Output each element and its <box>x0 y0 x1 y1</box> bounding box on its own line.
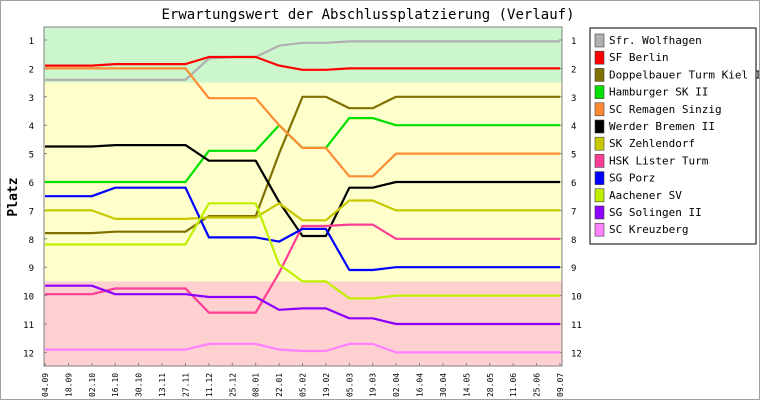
y-tick-label-left: 7 <box>29 207 34 217</box>
x-tick-label: 30.04 <box>439 373 448 397</box>
y-tick-label-right: 1 <box>571 37 576 47</box>
legend-label: SG Porz <box>609 172 655 185</box>
y-tick-label-left: 11 <box>23 321 34 331</box>
legend-swatch <box>594 154 605 168</box>
y-tick-label-right: 3 <box>571 94 576 104</box>
x-tick-label: 30.10 <box>135 373 144 397</box>
legend-swatch <box>594 188 605 203</box>
legend-swatch <box>594 119 605 134</box>
legend-label: Hamburger SK II <box>609 86 708 99</box>
legend: Sfr. Wolfhagen SF Berlin Doppelbauer Turm … <box>589 27 760 245</box>
x-tick-label: 22.01 <box>275 373 284 397</box>
y-tick-label-right: 7 <box>571 207 576 217</box>
x-tick-label: 11.12 <box>205 373 214 397</box>
series-line-hsk-lister-turm <box>45 223 560 314</box>
legend-label: SC Kreuzberg <box>609 223 688 236</box>
y-tick-label-right: 6 <box>571 179 576 189</box>
legend-label: Werder Bremen II <box>609 120 715 133</box>
y-tick-label-left: 5 <box>29 151 34 161</box>
legend-swatch <box>594 85 605 99</box>
chart-title: Erwartungswert der Abschlussplatzierung … <box>161 7 574 23</box>
series-line-sfr-wolfhagen <box>45 40 560 81</box>
y-tick-label-right: 2 <box>571 65 576 75</box>
x-tick-label: 19.03 <box>369 373 378 397</box>
legend-swatch <box>594 222 605 237</box>
y-axis-label: Platz <box>6 177 21 216</box>
series-line-sg-porz <box>45 186 560 272</box>
legend-label: Doppelbauer Turm Kiel II <box>609 68 759 81</box>
x-tick-label: 04.09 <box>41 373 50 397</box>
zone-bands <box>44 27 562 366</box>
x-tick-label: 02.10 <box>88 373 97 397</box>
series-line-aachener-sv <box>45 202 560 300</box>
x-tick-label: 28.05 <box>486 373 495 397</box>
legend-label: HSK Lister Turm <box>609 154 709 167</box>
y-tick-label-right: 10 <box>571 293 582 303</box>
series-line-werder-bremen-ii <box>45 144 560 238</box>
x-tick-label: 08.01 <box>252 373 261 397</box>
y-tick-label-right: 11 <box>571 321 582 331</box>
y-tick-label-left: 8 <box>29 236 34 246</box>
legend-label: Aachener SV <box>609 189 682 202</box>
legend-swatch <box>594 102 605 117</box>
x-tick-label: 02.04 <box>392 373 401 397</box>
series-line-sk-zehlendorf <box>45 199 560 222</box>
x-tick-label: 11.06 <box>509 373 518 397</box>
y-tick-label-left: 10 <box>23 293 34 303</box>
y-tick-label-left: 9 <box>29 264 34 274</box>
y-tick-label-right: 5 <box>571 151 576 161</box>
series-line-doppelbauer-turm-kiel-ii <box>45 95 560 235</box>
y-tick-label-right: 9 <box>571 264 576 274</box>
x-tick-label: 27.11 <box>181 373 190 397</box>
x-tick-label: 05.02 <box>299 373 308 397</box>
x-tick-label: 25.12 <box>228 373 237 397</box>
x-tick-label: 09.07 <box>556 373 565 397</box>
legend-label: SG Solingen II <box>609 206 702 219</box>
x-tick-label: 16.04 <box>416 373 425 397</box>
legend-swatch <box>594 136 605 151</box>
legend-label: SK Zehlendorf <box>609 137 695 150</box>
x-tick-label: 05.03 <box>345 373 354 397</box>
x-axis-ticks: 04.09 18.09 02.10 16.10 30.10 13.11 27.11 11.12… <box>41 363 565 397</box>
x-tick-label: 25.06 <box>533 373 542 397</box>
legend-label: SF Berlin <box>609 51 669 64</box>
y-tick-label-left: 4 <box>29 122 34 132</box>
y-tick-label-right: 8 <box>571 236 576 246</box>
series-line-sc-kreuzberg <box>45 342 560 354</box>
y-tick-label-left: 2 <box>29 65 34 75</box>
zone-promotion <box>44 27 562 83</box>
legend-swatch <box>594 68 605 82</box>
x-tick-label: 16.10 <box>111 373 120 397</box>
legend-swatch <box>594 33 605 48</box>
y-tick-label-right: 4 <box>571 122 576 132</box>
series-line-sc-remagen-sinzig <box>45 67 560 178</box>
legend-label: Sfr. Wolfhagen <box>609 34 702 47</box>
series-line-sg-solingen-ii <box>45 284 560 326</box>
y-tick-label-right: 12 <box>571 349 582 359</box>
y-tick-label-left: 12 <box>23 349 34 359</box>
x-tick-label: 18.09 <box>64 373 73 397</box>
x-tick-label: 19.02 <box>322 373 331 397</box>
legend-swatch <box>594 50 605 65</box>
y-tick-label-left: 6 <box>29 179 34 189</box>
x-tick-label: 13.11 <box>158 373 167 397</box>
legend-label: SC Remagen Sinzig <box>609 103 722 116</box>
y-tick-label-left: 1 <box>29 37 34 47</box>
x-tick-label: 14.05 <box>462 373 471 397</box>
legend-swatch <box>594 205 605 220</box>
series-lines <box>45 40 560 354</box>
legend-swatch <box>594 171 605 185</box>
series-line-sf-berlin <box>45 55 560 71</box>
legend-box <box>589 27 757 245</box>
y-tick-label-left: 3 <box>29 94 34 104</box>
